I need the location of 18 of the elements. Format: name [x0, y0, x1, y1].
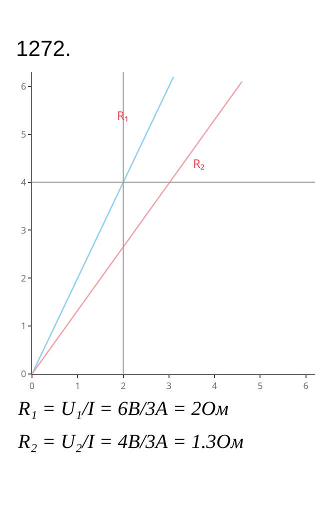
x-tick-label: 2 — [120, 378, 126, 392]
text: R₂ = U₂/I = 4В/3А = 1.3Ом — [17, 430, 244, 455]
annotation: R₂ — [193, 155, 205, 172]
y-tick-label: 0 — [21, 367, 26, 380]
chart-title: 1272. — [15, 35, 72, 63]
x-tick-label: 4 — [212, 378, 218, 392]
y-tick-label: 6 — [21, 80, 26, 93]
x-tick-label: 6 — [303, 378, 308, 392]
y-tick-label: 5 — [21, 127, 26, 140]
text: R₁ = U₁/I = 6В/3А = 2Ом — [17, 397, 230, 422]
x-tick-label: 3 — [166, 378, 172, 392]
annotation: R₁ — [117, 107, 129, 124]
x-tick-label: 1 — [75, 378, 80, 392]
x-tick-label: 5 — [258, 378, 263, 392]
y-tick-label: 2 — [21, 271, 26, 284]
y-tick-label: 4 — [21, 175, 26, 188]
y-tick-label: 3 — [21, 223, 26, 236]
y-tick-label: 1 — [21, 319, 26, 332]
